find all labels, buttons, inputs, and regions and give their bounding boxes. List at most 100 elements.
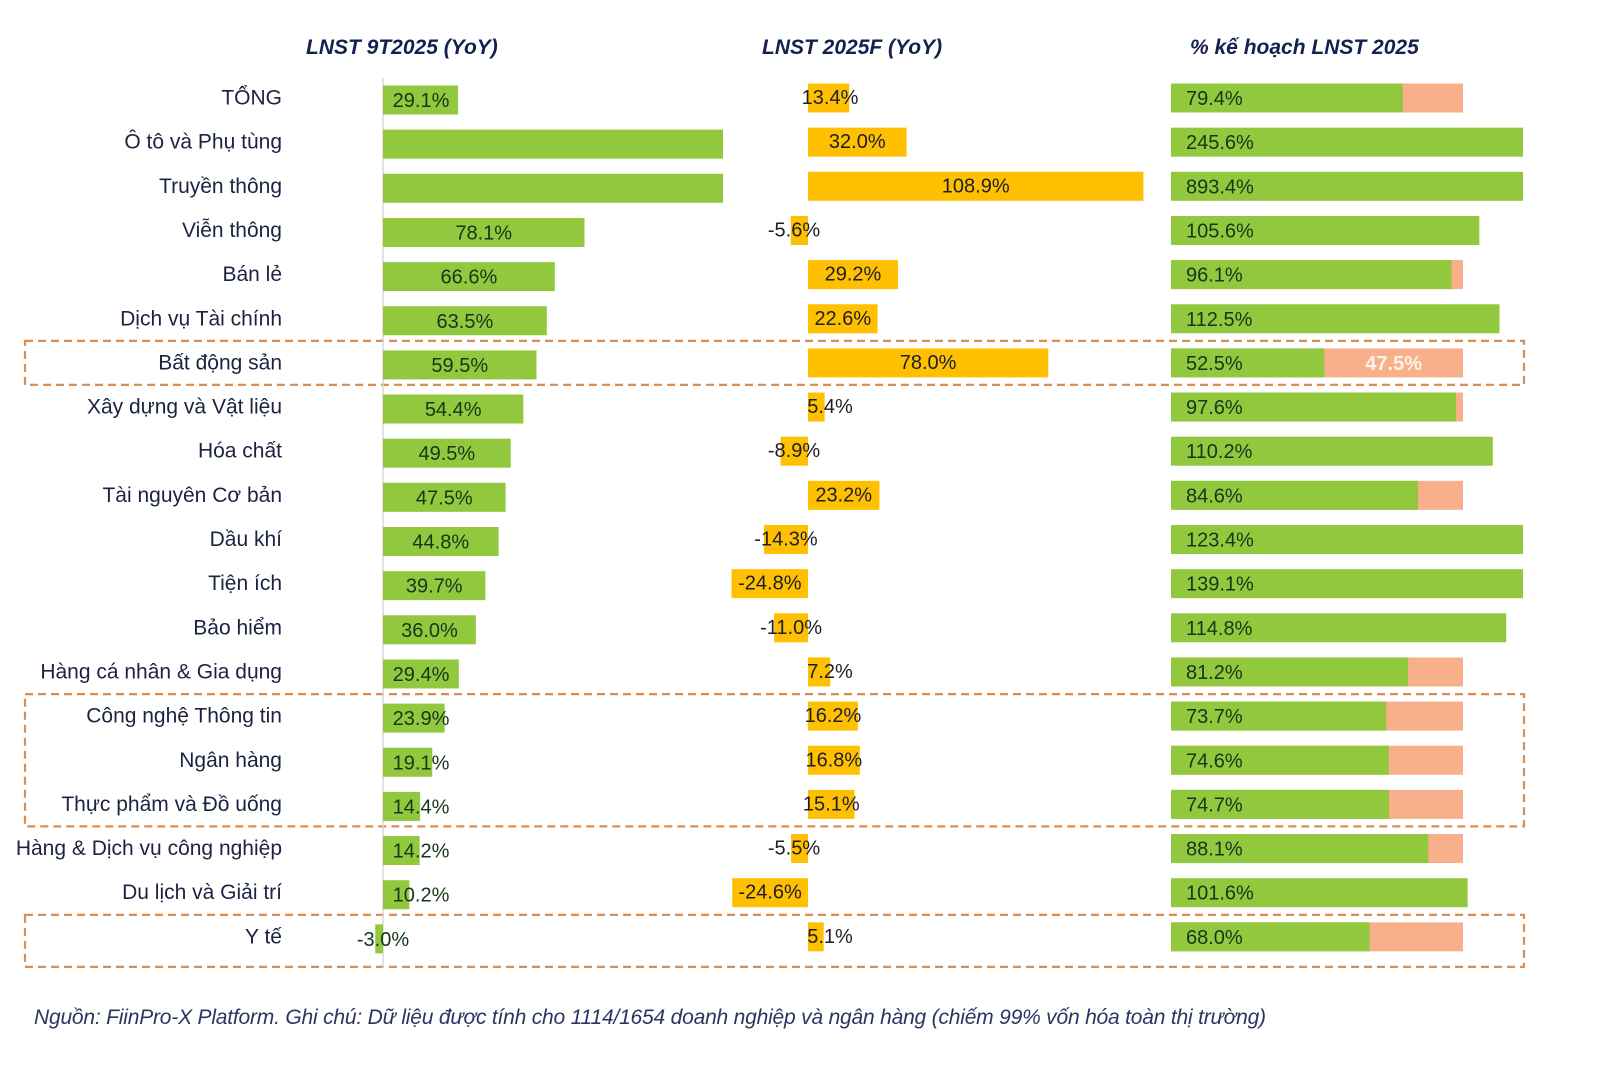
data-label-plan: 88.1%: [1186, 839, 1243, 861]
data-label-2025f: 108.9%: [942, 175, 1010, 197]
data-label-plan: 893.4%: [1186, 176, 1254, 198]
bar-2025f: [790, 215, 808, 245]
bar-9t2025: [383, 527, 499, 556]
data-label-plan: 81.2%: [1186, 662, 1243, 684]
bar-plan-completed: [1171, 436, 1493, 466]
data-label-9t2025: 59.5%: [431, 355, 488, 377]
data-label-plan-remaining: 47.5%: [1365, 353, 1422, 375]
panel-title-lnst-9t2025: LNST 9T2025 (YoY): [306, 36, 498, 59]
category-label: Hóa chất: [198, 440, 282, 463]
data-label-plan: 52.5%: [1186, 353, 1243, 375]
bar-9t2025: [383, 438, 511, 468]
data-label-2025f: 78.0%: [900, 352, 957, 374]
bar-9t2025: [383, 747, 433, 777]
data-label-plan: 110.2%: [1186, 441, 1253, 463]
bar-2025f: [808, 260, 898, 290]
bar-9t2025: [383, 262, 555, 292]
highlight-box: [23, 692, 1526, 828]
data-label-plan: 68.0%: [1186, 927, 1243, 949]
data-label-9t2025: 39.7%: [406, 576, 463, 598]
data-label-plan: 73.7%: [1186, 706, 1243, 728]
bar-9t2025: [383, 85, 459, 115]
bar-2025f: [808, 922, 824, 952]
bar-9t2025: [383, 482, 506, 512]
data-label-plan: 123.4%: [1186, 530, 1254, 552]
panel-title-plan-completion: % kế hoạch LNST 2025: [1190, 36, 1419, 59]
data-label-9t2025: 29.1%: [393, 90, 450, 112]
category-label: Bảo hiểm: [193, 616, 282, 639]
bar-2025f: [808, 480, 880, 510]
data-label-plan: 101.6%: [1186, 883, 1254, 905]
bar-9t2025: [383, 836, 420, 866]
footer-note-value: Dữ liệu được tính cho 1114/1654 doanh ng…: [362, 1006, 1266, 1029]
category-label: Bất động sản: [158, 351, 282, 374]
bar-9t2025: [383, 791, 421, 821]
bar-2025f: [808, 657, 831, 687]
data-label-2025f: -24.6%: [738, 882, 802, 904]
bar-9t2025: [383, 350, 537, 380]
bar-plan-completed: [1171, 789, 1390, 819]
bar-plan-completed: [1171, 83, 1403, 113]
data-label-plan: 245.6%: [1186, 132, 1254, 154]
category-label: Tài nguyên Cơ bản: [102, 484, 282, 507]
category-label: Truyền thông: [159, 175, 282, 198]
bar-2025f: [808, 745, 860, 775]
data-label-9t2025: 49.5%: [418, 443, 475, 465]
data-label-plan: 74.6%: [1186, 750, 1243, 772]
category-label: Xây dựng và Vật liệu: [87, 396, 282, 419]
bar-2025f: [774, 613, 808, 643]
data-label-2025f: 16.2%: [805, 705, 862, 727]
bar-plan-completed: [1171, 657, 1409, 687]
bar-2025f: [780, 436, 808, 466]
footer-source-value: FiinPro-X Platform.: [100, 1006, 280, 1029]
bar-plan-completed: [1171, 260, 1452, 290]
bar-2025f: [808, 392, 825, 422]
data-label-plan: 112.5%: [1186, 309, 1253, 331]
data-label-plan: 74.7%: [1186, 794, 1243, 816]
category-label: Ngân hàng: [179, 749, 282, 772]
bar-2025f: [808, 789, 855, 819]
category-label: Viễn thông: [182, 219, 282, 242]
data-label-plan: 114.8%: [1186, 618, 1253, 640]
bar-9t2025: [383, 880, 410, 910]
panel-title-lnst-2025f: LNST 2025F (YoY): [762, 36, 943, 59]
footer-note-label: Ghi chú:: [279, 1006, 362, 1029]
data-label-plan: 97.6%: [1186, 397, 1243, 419]
category-label: Thực phẩm và Đồ uống: [61, 793, 282, 816]
bar-2025f: [732, 878, 808, 908]
data-label-9t2025: 47.5%: [416, 487, 473, 509]
bar-9t2025: [383, 129, 723, 159]
bar-plan-completed: [1171, 922, 1370, 952]
bar-plan-completed: [1171, 613, 1507, 643]
bar-plan-completed: [1171, 392, 1456, 422]
footer-source-label: Nguồn:: [34, 1006, 101, 1029]
data-label-9t2025: 78.1%: [455, 222, 512, 244]
data-label-9t2025: 29.4%: [393, 664, 450, 686]
footer-note: Nguồn: FiinPro-X Platform. Ghi chú: Dữ l…: [34, 1006, 1266, 1030]
data-label-9t2025: 23.9%: [393, 708, 450, 730]
bar-plan-completed: [1171, 304, 1500, 334]
bar-9t2025: [383, 306, 547, 336]
data-label-9t2025: 14.2%: [393, 841, 450, 863]
data-label-plan: 139.1%: [1186, 574, 1254, 596]
data-label-2025f: 32.0%: [829, 131, 886, 153]
data-label-plan: 96.1%: [1186, 265, 1243, 287]
highlight-box: [23, 339, 1526, 386]
bar-plan-completed: [1171, 171, 1523, 201]
bar-2025f: [808, 171, 1144, 201]
data-label-2025f: 7.2%: [807, 661, 853, 683]
category-label: Công nghệ Thông tin: [86, 705, 282, 728]
data-label-2025f: 29.2%: [825, 264, 882, 286]
data-label-2025f: -24.8%: [738, 573, 802, 595]
data-label-2025f: 5.4%: [807, 396, 853, 418]
chart-canvas: TỔNG 29.1% 13.4% 79.4% Ô tô và Phụ tùng 32.0%…: [16, 78, 1526, 968]
bar-2025f: [808, 348, 1049, 378]
category-label: Tiện ích: [208, 572, 282, 595]
bar-2025f: [808, 701, 858, 731]
data-label-9t2025: 36.0%: [401, 620, 458, 642]
data-label-2025f: 13.4%: [802, 87, 859, 109]
data-label-9t2025: 19.1%: [393, 752, 450, 774]
bar-2025f: [731, 569, 808, 599]
bar-9t2025: [383, 173, 723, 203]
data-label-2025f: 15.1%: [803, 793, 860, 815]
